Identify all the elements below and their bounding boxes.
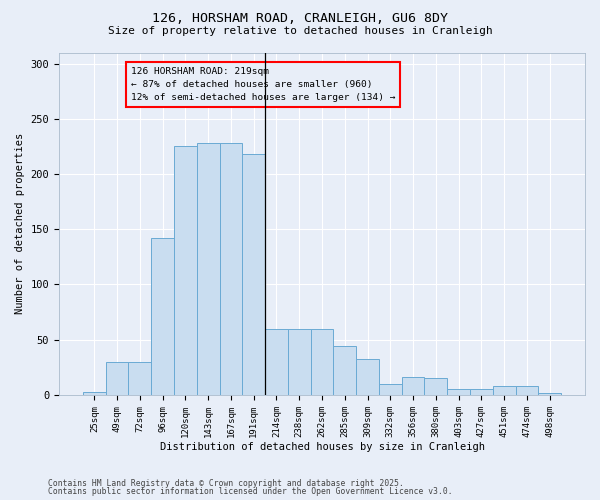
Text: 126, HORSHAM ROAD, CRANLEIGH, GU6 8DY: 126, HORSHAM ROAD, CRANLEIGH, GU6 8DY [152,12,448,26]
Bar [402,378,424,395]
Bar [220,143,242,395]
Bar [265,328,288,395]
Bar [128,362,151,395]
Bar [197,143,220,395]
Bar [288,328,311,395]
Bar [538,393,561,395]
Bar [334,346,356,395]
Text: 126 HORSHAM ROAD: 219sqm
← 87% of detached houses are smaller (960)
12% of semi-: 126 HORSHAM ROAD: 219sqm ← 87% of detach… [131,67,395,102]
X-axis label: Distribution of detached houses by size in Cranleigh: Distribution of detached houses by size … [160,442,485,452]
Bar [106,362,128,395]
Text: Contains public sector information licensed under the Open Government Licence v3: Contains public sector information licen… [48,487,452,496]
Bar [174,146,197,395]
Bar [447,390,470,395]
Bar [379,384,402,395]
Bar [83,392,106,395]
Bar [515,386,538,395]
Bar [493,386,515,395]
Bar [311,328,334,395]
Bar [151,238,174,395]
Bar [242,154,265,395]
Text: Contains HM Land Registry data © Crown copyright and database right 2025.: Contains HM Land Registry data © Crown c… [48,478,404,488]
Bar [356,358,379,395]
Text: Size of property relative to detached houses in Cranleigh: Size of property relative to detached ho… [107,26,493,36]
Bar [424,378,447,395]
Y-axis label: Number of detached properties: Number of detached properties [15,133,25,314]
Bar [470,390,493,395]
